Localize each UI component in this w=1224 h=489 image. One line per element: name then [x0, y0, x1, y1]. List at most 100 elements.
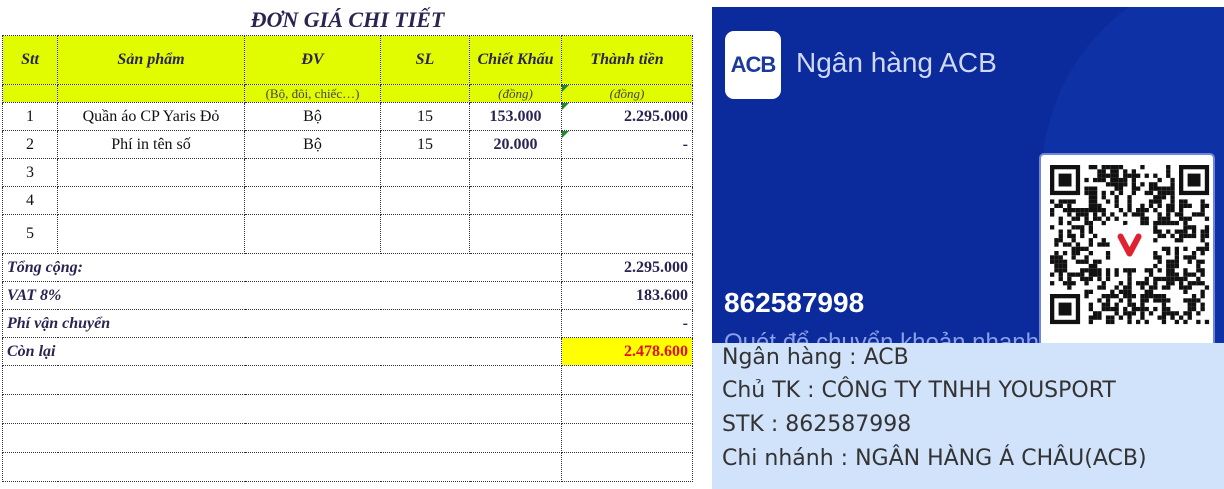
qr-module: [1191, 225, 1197, 230]
header-product[interactable]: Sản phẩm: [57, 35, 245, 85]
qr-module: [1101, 281, 1106, 286]
qr-center: [1109, 224, 1150, 265]
qr-module: [1088, 195, 1093, 200]
cell-product[interactable]: [57, 158, 245, 187]
summary-label[interactable]: Còn lại: [2, 337, 562, 366]
empty-cell[interactable]: [561, 365, 693, 395]
qr-module: [1166, 298, 1171, 303]
cell-qty[interactable]: 15: [380, 130, 470, 159]
subheader-discount[interactable]: (đồng): [469, 84, 562, 103]
qr-module: [1084, 259, 1089, 264]
summary-label[interactable]: VAT 8%: [2, 281, 562, 310]
qr-module: [1123, 173, 1128, 178]
qr-module: [1191, 294, 1197, 299]
cell-amount[interactable]: [561, 158, 693, 187]
summary-value[interactable]: 183.600: [561, 281, 693, 310]
summary-value[interactable]: -: [561, 309, 693, 338]
cell-qty[interactable]: [380, 186, 470, 215]
bank-name: Ngân hàng ACB: [796, 47, 997, 78]
cell-unit[interactable]: Bộ: [244, 102, 381, 131]
cell-amount[interactable]: 2.295.000: [561, 102, 693, 131]
cell-amount[interactable]: [561, 186, 693, 215]
qr-module: [1191, 212, 1197, 217]
cell-product[interactable]: Phí in tên số: [57, 130, 245, 159]
subheader-product[interactable]: [57, 84, 245, 103]
qr-module: [1127, 173, 1132, 178]
qr-module: [1110, 212, 1115, 217]
summary-value[interactable]: 2.478.600: [561, 337, 693, 366]
empty-cell[interactable]: [561, 423, 693, 453]
cell-unit[interactable]: [244, 214, 381, 254]
qr-module: [1054, 263, 1059, 269]
cell-discount[interactable]: [469, 186, 562, 215]
qr-module: [1200, 212, 1205, 217]
qr-module: [1105, 298, 1111, 303]
empty-cell[interactable]: [2, 394, 562, 424]
qr-module: [1183, 268, 1188, 273]
cell-product[interactable]: Quần áo CP Yaris Đỏ: [57, 102, 245, 131]
empty-cell[interactable]: [2, 365, 562, 395]
cell-discount[interactable]: 20.000: [469, 130, 562, 159]
qr-module: [1200, 251, 1205, 256]
cell-stt[interactable]: 4: [2, 186, 58, 215]
qr-module: [1166, 281, 1171, 286]
cell-product[interactable]: [57, 214, 245, 254]
cell-discount[interactable]: [469, 214, 562, 254]
cell-stt[interactable]: 1: [2, 102, 58, 131]
empty-cell[interactable]: [2, 452, 562, 482]
empty-cell[interactable]: [561, 394, 693, 424]
qr-module: [1118, 182, 1124, 187]
qr-module: [1153, 208, 1158, 213]
qr-module: [1183, 220, 1188, 226]
qr-module: [1110, 173, 1115, 178]
qr-module: [1166, 208, 1171, 213]
cell-stt[interactable]: 3: [2, 158, 58, 187]
empty-cell[interactable]: [561, 452, 693, 482]
cell-product[interactable]: [57, 186, 245, 215]
qr-module: [1191, 281, 1197, 286]
summary-label[interactable]: Tổng cộng:: [2, 253, 562, 282]
qr-module: [1153, 173, 1158, 178]
cell-stt[interactable]: 5: [2, 214, 58, 254]
qr-module: [1123, 285, 1128, 290]
summary-value[interactable]: 2.295.000: [561, 253, 693, 282]
header-stt[interactable]: Stt: [2, 35, 58, 85]
qr-module: [1118, 165, 1124, 170]
cell-unit[interactable]: [244, 186, 381, 215]
subheader-stt[interactable]: [2, 84, 58, 103]
cell-amount[interactable]: -: [561, 130, 693, 159]
cell-discount[interactable]: [469, 158, 562, 187]
cell-unit[interactable]: Bộ: [244, 130, 381, 159]
qr-module: [1071, 272, 1076, 277]
cell-qty[interactable]: 15: [380, 102, 470, 131]
header-unit[interactable]: ĐV: [244, 35, 381, 85]
cell-qty[interactable]: [380, 158, 470, 187]
v-logo-icon: [1117, 233, 1142, 257]
sheet-title[interactable]: ĐƠN GIÁ CHI TIẾT: [2, 5, 693, 36]
subheader-qty[interactable]: [380, 84, 470, 103]
cell-unit[interactable]: [244, 158, 381, 187]
cell-amount[interactable]: [561, 214, 693, 254]
header-qty[interactable]: SL: [380, 35, 470, 85]
qr-module: [1170, 190, 1175, 196]
qr-module: [1204, 216, 1210, 221]
qr-module: [1071, 281, 1076, 286]
cell-stt[interactable]: 2: [2, 130, 58, 159]
header-amount[interactable]: Thành tiền: [561, 35, 693, 85]
qr-module: [1097, 285, 1102, 290]
cell-discount[interactable]: 153.000: [469, 102, 562, 131]
qr-module: [1166, 285, 1171, 290]
qr-module: [1131, 306, 1136, 312]
qr-module: [1118, 298, 1124, 303]
cell-qty[interactable]: [380, 214, 470, 254]
cell-stt-value: 1: [26, 107, 34, 125]
header-discount[interactable]: Chiết Khấu: [469, 35, 562, 85]
qr-module: [1157, 177, 1162, 183]
qr-module: [1187, 259, 1192, 264]
cell-stt-value: 3: [26, 163, 34, 181]
subheader-unit[interactable]: (Bộ, đôi, chiếc…): [244, 84, 381, 103]
qr-module: [1127, 315, 1132, 320]
subheader-amount[interactable]: (đồng): [561, 84, 693, 103]
summary-label[interactable]: Phí vận chuyển: [2, 309, 562, 338]
empty-cell[interactable]: [2, 423, 562, 453]
